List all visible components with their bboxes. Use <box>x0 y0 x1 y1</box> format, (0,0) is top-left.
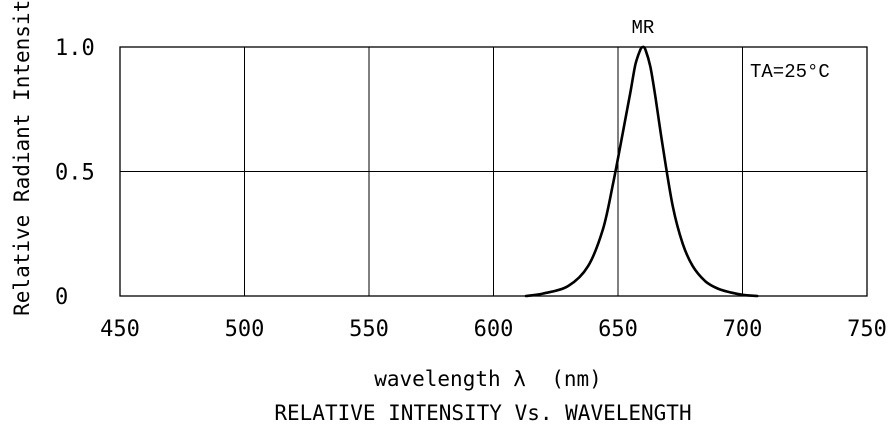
x-tick-label: 450 <box>100 317 140 342</box>
plot-frame <box>119 46 868 297</box>
series-line-mr <box>524 45 759 298</box>
y-tick-labels: 0 0.5 1.0 <box>55 36 95 310</box>
x-tick-label: 550 <box>349 317 389 342</box>
x-tick-label: 750 <box>847 317 887 342</box>
grid-lines <box>120 47 867 296</box>
x-tick-label: 500 <box>225 317 265 342</box>
temperature-annotation: TA=25°C <box>750 61 830 83</box>
y-tick-label: 0.5 <box>55 161 95 186</box>
peak-label: MR <box>631 17 654 39</box>
y-tick-label: 1.0 <box>55 36 95 61</box>
x-axis-label: wavelength λ (nm) <box>374 367 602 391</box>
chart-title: RELATIVE INTENSITY Vs. WAVELENGTH <box>274 401 691 425</box>
x-tick-label: 650 <box>598 317 638 342</box>
x-tick-labels: 450 500 550 600 650 700 750 <box>100 317 887 342</box>
y-axis-label: Relative Radiant Intensity <box>10 0 34 316</box>
x-tick-label: 600 <box>474 317 514 342</box>
x-tick-label: 700 <box>723 317 763 342</box>
y-tick-label: 0 <box>55 285 68 310</box>
